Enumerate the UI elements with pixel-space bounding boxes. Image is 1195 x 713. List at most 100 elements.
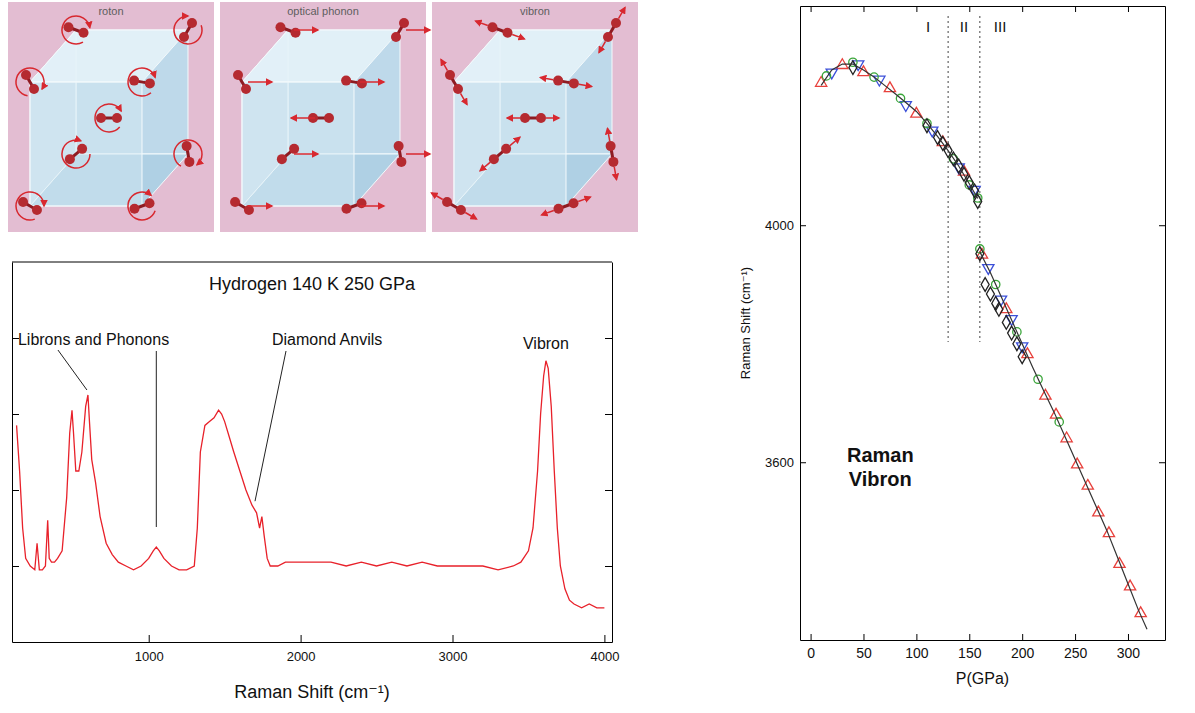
molecule [341,198,384,213]
figure: rotonoptical phononvibron100020003000400… [0,0,1195,713]
x-top-tick [969,6,970,12]
x-tick-label: 150 [958,645,982,661]
atom [77,144,87,154]
atom [391,32,401,42]
x-top-tick [811,6,812,12]
molecule [174,140,202,167]
atom [63,22,73,32]
molecule [431,193,476,219]
atom [501,144,511,154]
displacement-arrow [406,29,430,31]
atom [187,18,197,28]
panel-title: vibron [520,5,550,17]
displacement-arrow [248,205,272,207]
cube-face [30,82,142,206]
x-tick-label: 0 [807,645,815,661]
x-tick: 0 [807,634,815,661]
atom [453,84,463,94]
data-point [986,287,994,301]
atom [394,141,404,151]
stretch-arrow [542,210,554,214]
atom [129,76,139,86]
x-tick-mark [969,634,970,640]
region-label: II [960,18,968,35]
atom [569,198,579,208]
x-tick-mark [916,634,917,640]
molecule [441,59,467,104]
stretch-arrow [441,59,448,70]
diagram-panel: optical phonon [220,2,430,232]
molecule [476,21,525,39]
atom [606,141,616,151]
stretch-arrow [599,41,606,52]
rotation-arrow [62,16,90,44]
atom [145,78,155,88]
atom [233,70,243,80]
annotation-line: Raman [847,444,914,466]
atom [291,28,301,38]
atom [324,113,334,123]
cube-face [30,30,188,82]
molecule [128,68,155,96]
y-right-tick-mark [605,490,612,491]
y-right-axis [1159,7,1166,641]
annotation: Diamond Anvils [272,331,382,348]
diagram-panel: roton [8,2,214,232]
atom [112,113,122,123]
rotation-arrow [174,16,202,44]
molecule [230,197,272,215]
x-tick-mark [1075,634,1076,640]
stretch-arrow [476,21,488,25]
y-right-tick [605,338,612,339]
molecule [542,197,591,215]
displacement-arrow [360,205,384,207]
x-top-axis-line [801,6,1166,7]
atom [277,154,287,164]
panel-background [432,2,638,232]
y-tick-mark [12,566,19,567]
y-right-tick [605,566,612,567]
data-point [1008,326,1016,340]
stretch-arrow [546,117,559,119]
rotation-arrow [16,68,44,96]
x-tick-label: 200 [1011,645,1035,661]
annotation: Librons and Phonons [18,331,169,348]
atom [553,204,563,214]
atom [520,113,530,123]
stretch-arrow [578,197,590,201]
data-point [995,302,1003,316]
atom [503,28,513,38]
x-top-tick [916,6,917,12]
panel-background [220,2,426,232]
data-point [974,195,982,209]
y-axis-line [12,263,13,643]
displacement-arrow [291,117,315,119]
x-top-tick-mark [811,6,812,12]
rotation-arrow [128,192,155,220]
cube-face [454,30,612,82]
phase-boundary [948,16,949,342]
molecule [62,16,90,44]
x-tick: 4000 [590,635,619,664]
x-tick: 150 [958,634,982,661]
atom [489,154,499,164]
x-tick-label: 250 [1064,645,1088,661]
x-axis-line [801,640,1166,641]
y-tick: 4000 [765,218,806,233]
x-tick-label: 50 [856,645,872,661]
atom [29,84,39,94]
molecule [233,70,272,94]
stretch-arrow [431,193,442,200]
molecule [599,7,625,52]
molecule [16,68,44,96]
y-right-tick-mark [1159,462,1165,463]
stretch-arrow [465,213,476,220]
x-tick-mark [1022,634,1023,640]
atom [289,144,299,154]
molecule [95,104,122,132]
atom [129,204,139,214]
atom [399,18,409,28]
atom [18,197,28,207]
y-right-tick [1159,225,1165,226]
stretch-arrow [579,84,592,86]
